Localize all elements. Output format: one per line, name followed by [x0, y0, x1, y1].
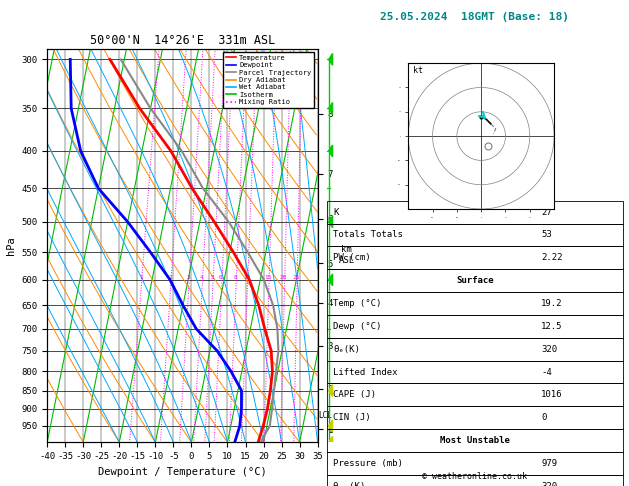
Text: 1: 1 [139, 275, 143, 280]
Text: 979: 979 [542, 459, 557, 468]
Text: 15: 15 [264, 275, 272, 280]
Text: PW (cm): PW (cm) [333, 253, 370, 262]
Text: θₑ(K): θₑ(K) [333, 345, 360, 354]
Text: 2.22: 2.22 [542, 253, 563, 262]
Text: 0: 0 [542, 413, 547, 422]
Text: Dewp (°C): Dewp (°C) [333, 322, 381, 331]
Text: 320: 320 [542, 345, 557, 354]
Text: 2: 2 [169, 275, 172, 280]
Text: kt: kt [413, 66, 423, 75]
Bar [327, 361, 623, 383]
Text: 6: 6 [219, 275, 223, 280]
Polygon shape [329, 53, 333, 65]
Bar [327, 201, 623, 224]
Text: K: K [333, 208, 338, 217]
Text: 27: 27 [542, 208, 552, 217]
Polygon shape [329, 216, 333, 228]
Text: θₑ (K): θₑ (K) [333, 482, 365, 486]
Text: 1016: 1016 [542, 390, 563, 399]
Polygon shape [329, 145, 333, 157]
Text: 25: 25 [292, 275, 299, 280]
Text: 25.05.2024  18GMT (Base: 18): 25.05.2024 18GMT (Base: 18) [381, 12, 569, 22]
Text: 320: 320 [542, 482, 557, 486]
Bar [327, 338, 623, 361]
Text: 3: 3 [186, 275, 190, 280]
Text: CIN (J): CIN (J) [333, 413, 370, 422]
Text: Temp (°C): Temp (°C) [333, 299, 381, 308]
Text: 5: 5 [210, 275, 214, 280]
Bar [327, 429, 623, 452]
Text: -4: -4 [542, 367, 552, 377]
Polygon shape [329, 420, 333, 432]
Text: Most Unstable: Most Unstable [440, 436, 510, 445]
Bar [327, 383, 623, 406]
Title: 50°00'N  14°26'E  331m ASL: 50°00'N 14°26'E 331m ASL [90, 35, 275, 48]
Bar [327, 475, 623, 486]
Polygon shape [329, 274, 333, 286]
Text: Pressure (mb): Pressure (mb) [333, 459, 403, 468]
Legend: Temperature, Dewpoint, Parcel Trajectory, Dry Adiabat, Wet Adiabat, Isotherm, Mi: Temperature, Dewpoint, Parcel Trajectory… [223, 52, 314, 108]
Text: 20: 20 [280, 275, 287, 280]
Text: 8: 8 [233, 275, 237, 280]
Bar [327, 292, 623, 315]
Polygon shape [329, 103, 333, 114]
Text: 53: 53 [542, 230, 552, 240]
Bar [327, 452, 623, 475]
Text: Totals Totals: Totals Totals [333, 230, 403, 240]
Bar [327, 269, 623, 292]
Bar [327, 224, 623, 246]
Bar [327, 246, 623, 269]
Text: 19.2: 19.2 [542, 299, 563, 308]
Y-axis label: hPa: hPa [6, 236, 16, 255]
X-axis label: Dewpoint / Temperature (°C): Dewpoint / Temperature (°C) [98, 467, 267, 477]
Text: 10: 10 [243, 275, 250, 280]
Polygon shape [329, 436, 333, 448]
Bar [327, 406, 623, 429]
Text: LCL: LCL [319, 411, 333, 420]
Text: Lifted Index: Lifted Index [333, 367, 398, 377]
Text: 4: 4 [200, 275, 203, 280]
Text: 12.5: 12.5 [542, 322, 563, 331]
Bar [327, 315, 623, 338]
Y-axis label: km
ASL: km ASL [338, 245, 355, 265]
Text: Surface: Surface [456, 276, 494, 285]
Text: © weatheronline.co.uk: © weatheronline.co.uk [423, 472, 527, 481]
Polygon shape [329, 385, 333, 397]
Text: CAPE (J): CAPE (J) [333, 390, 376, 399]
